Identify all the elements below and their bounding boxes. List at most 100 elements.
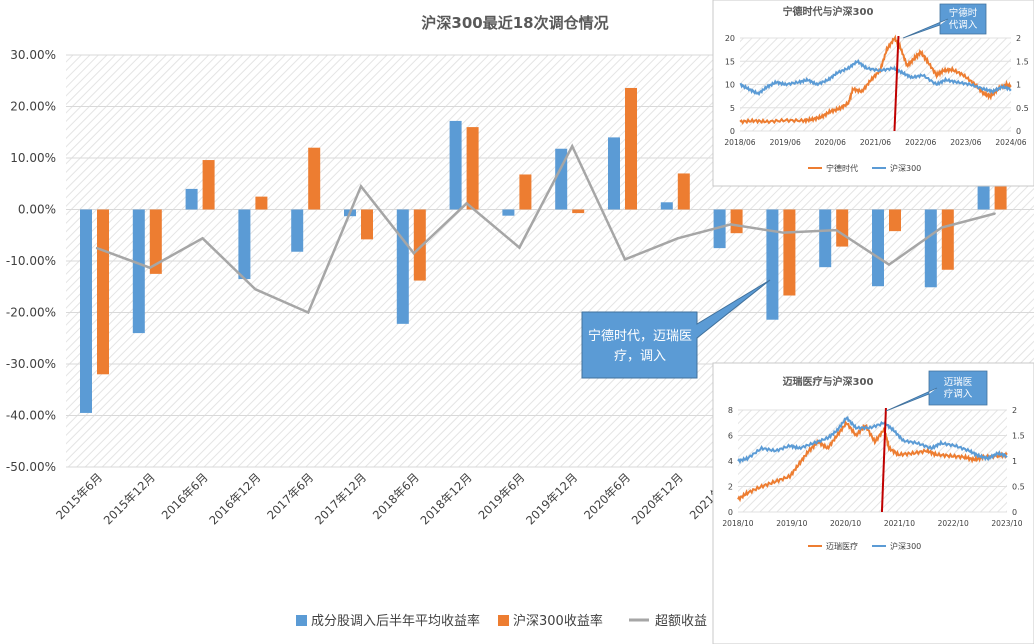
inset-legend-label: 沪深300 [890, 541, 921, 551]
inset-right-tick: 0 [1012, 508, 1017, 517]
inset-x-tick: 2019/10 [776, 519, 807, 528]
inset-legend-label: 迈瑞医疗 [826, 541, 858, 551]
y-tick-label: 30.00% [10, 48, 56, 62]
main-chart-title: 沪深300最近18次调仓情况 [421, 14, 608, 32]
inset-index-line [739, 59, 1012, 97]
excess-return-point [571, 144, 574, 148]
inset-callout-text: 宁德时代调入 [949, 7, 978, 31]
legend-label: 超额收益 [655, 614, 707, 629]
callout-text: 宁德时代，迈瑞医疗，调入 [588, 328, 692, 364]
blue-bar [766, 209, 779, 320]
orange-bar [255, 196, 268, 210]
x-tick-label: 2018年6月 [370, 470, 422, 522]
legend-label: 沪深300收益率 [513, 613, 603, 629]
inset-right-tick: 0.5 [1016, 104, 1029, 113]
inset-x-tick: 2023/06 [950, 138, 981, 147]
legend: 成分股调入后半年平均收益率 沪深300收益率 超额收益 [296, 613, 707, 629]
orange-bar [361, 209, 373, 240]
orange-bar [97, 209, 109, 375]
inset-left-tick: 20 [725, 34, 735, 43]
inset-right-tick: 1 [1012, 457, 1017, 466]
inset-1-title: 宁德时代与沪深300 [783, 5, 874, 18]
inset-x-tick: 2018/10 [722, 519, 753, 528]
excess-return-point [729, 223, 732, 226]
orange-bar [625, 87, 637, 210]
x-tick-label: 2020年12月 [629, 470, 686, 527]
callout-line-2: 疗，调入 [614, 349, 666, 364]
excess-return-point [835, 228, 838, 232]
y-tick-label: -20.00% [6, 306, 56, 320]
orange-bar [308, 147, 321, 210]
inset-left-tick: 8 [728, 406, 733, 415]
y-tick-label: 10.00% [10, 151, 56, 165]
y-tick-label: -30.00% [6, 357, 56, 371]
inset-index-line [737, 415, 1008, 465]
y-tick-labels: 30.00% 20.00% 10.00% 0.00% -10.00% -20.00% -30… [6, 48, 56, 474]
inset-legend-label: 宁德时代 [826, 163, 858, 173]
inset-callout-text: 迈瑞医疗调入 [944, 376, 973, 400]
orange-bar [836, 209, 849, 247]
inset-callout-line-1: 迈瑞医 [944, 376, 973, 388]
blue-bar [80, 209, 92, 413]
inset-left-tick: 0 [728, 508, 733, 517]
inset-chart-mindray: 迈瑞医疗与沪深300 8 6 4 2 0 2 1.5 1 0.5 0 2018/10 2019/10 2… [712, 362, 1034, 644]
inset-right-tick: 2 [1016, 34, 1021, 43]
inset-x-tick: 2020/06 [815, 138, 846, 147]
y-tick-label: -40.00% [6, 409, 56, 423]
inset-1-plot: 20 15 10 5 0 2 1.5 1 0.5 0 2018/06 2019/06 2020/06 20… [724, 3, 1029, 173]
excess-return-point [148, 266, 151, 269]
inset-left-tick: 15 [725, 57, 735, 66]
orange-bar [466, 127, 479, 210]
inset-callout-line-2: 疗调入 [944, 388, 973, 400]
x-tick-label: 2015年6月 [53, 470, 105, 522]
x-tick-label: 2020年6月 [581, 470, 633, 522]
x-tick-label: 2017年12月 [312, 470, 369, 527]
inset-left-tick: 6 [728, 432, 733, 441]
y-tick-label: 20.00% [10, 100, 56, 114]
blue-bar [396, 209, 409, 324]
x-tick-label: 2018年12月 [418, 470, 475, 527]
excess-return-point [307, 311, 310, 314]
inset-right-tick: 1.5 [1012, 432, 1025, 441]
inset-x-tick: 2020/10 [830, 519, 861, 528]
inset-callout-shape [885, 370, 988, 412]
x-tick-label: 2019年12月 [523, 470, 580, 527]
legend-swatch [498, 615, 509, 626]
inset-x-tick: 2024/06 [995, 138, 1026, 147]
inset-left-tick: 4 [728, 457, 733, 466]
bars [80, 87, 1007, 413]
blue-bar [502, 209, 515, 216]
blue-bar [660, 202, 673, 210]
inset-right-tick: 0.5 [1012, 483, 1025, 492]
x-tick-label: 2016年6月 [159, 470, 211, 522]
inset-entry-marker [880, 407, 887, 513]
excess-return-point [782, 231, 785, 234]
blue-bar [291, 209, 304, 252]
orange-bar [783, 209, 796, 296]
inset-left-tick: 5 [730, 104, 735, 113]
excess-return-point [465, 202, 468, 205]
inset-x-tick: 2018/06 [724, 138, 755, 147]
inset-callout-line-2: 代调入 [949, 20, 978, 31]
orange-bar [941, 209, 954, 270]
blue-bar [132, 209, 145, 334]
inset-x-tick: 2021/06 [860, 138, 891, 147]
inset-x-tick: 2023/10 [991, 519, 1022, 528]
callout-shape [581, 279, 771, 379]
inset-right-tick: 2 [1012, 406, 1017, 415]
inset-right-tick: 0 [1016, 127, 1021, 136]
orange-bar [149, 209, 162, 274]
inset-left-tick: 10 [725, 81, 735, 90]
y-tick-label: 0.00% [18, 203, 56, 217]
inset-left-tick: 2 [728, 483, 733, 492]
orange-bar [413, 209, 426, 281]
excess-return-point [623, 258, 627, 261]
inset-left-tick: 0 [730, 127, 735, 136]
blue-bar [713, 209, 726, 249]
inset-callout-line-1: 宁德时 [949, 7, 978, 19]
excess-return-point [940, 226, 943, 229]
excess-return-point [201, 237, 204, 240]
excess-return-polyline [96, 143, 995, 315]
excess-return-point [254, 288, 257, 291]
callout-line-1: 宁德时代，迈瑞医 [588, 328, 692, 344]
